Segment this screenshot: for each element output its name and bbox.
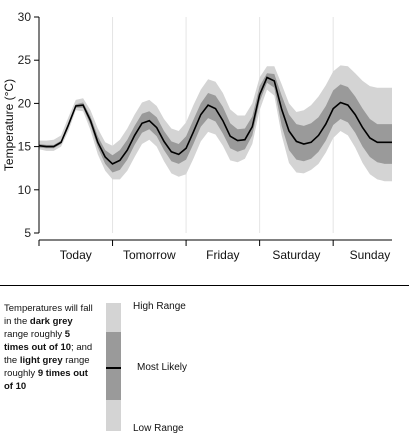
y-tick-label: 15: [18, 140, 32, 154]
legend-explanation: Temperatures will fall in the dark grey …: [4, 302, 96, 393]
x-axis: Today Tomorrow Friday Saturday Sunday: [38, 239, 392, 262]
key-low-range-label: Low Range: [133, 423, 184, 434]
key-high-range-swatch: [106, 303, 121, 332]
legend-text-1: Temperatures will fall in the: [4, 303, 93, 327]
y-tick-label: 10: [18, 183, 32, 197]
day-label: Tomorrow: [123, 248, 176, 262]
y-tick-label: 20: [18, 96, 32, 110]
key-high-range-label: High Range: [133, 301, 186, 312]
y-tick-label: 30: [18, 10, 32, 24]
legend-bold-light-grey: light grey: [19, 355, 63, 366]
key-most-likely-label: Most Likely: [137, 362, 188, 373]
legend-text-3: ; and the: [4, 342, 93, 366]
most-likely-line: [38, 76, 392, 165]
section-divider: [0, 285, 409, 286]
day-label: Sunday: [350, 248, 391, 262]
y-axis: 5 10 15 20 25 30: [18, 10, 40, 240]
dark-grey-range-band: [39, 73, 392, 173]
legend-bold-9-of-10: 9 times out of 10: [4, 368, 88, 392]
key-most-likely-line: [106, 367, 121, 369]
y-tick-label: 5: [24, 226, 31, 240]
day-label: Saturday: [272, 248, 320, 262]
legend-bold-5-of-10: 5 times out of 10: [4, 329, 72, 353]
key-dark-range-swatch: [106, 332, 121, 400]
y-axis-title: Temperature (°C): [2, 79, 16, 171]
legend-bold-dark-grey: dark grey: [29, 316, 73, 327]
day-label: Today: [60, 248, 92, 262]
day-label: Friday: [206, 248, 239, 262]
legend-text-2: range roughly: [4, 329, 65, 340]
y-tick-label: 25: [18, 53, 32, 67]
legend-text-4: range roughly: [4, 355, 90, 379]
key-low-range-swatch: [106, 400, 121, 431]
temperature-chart: 5 10 15 20 25 30 Today Tomorrow Friday Saturday S…: [2, 10, 392, 262]
